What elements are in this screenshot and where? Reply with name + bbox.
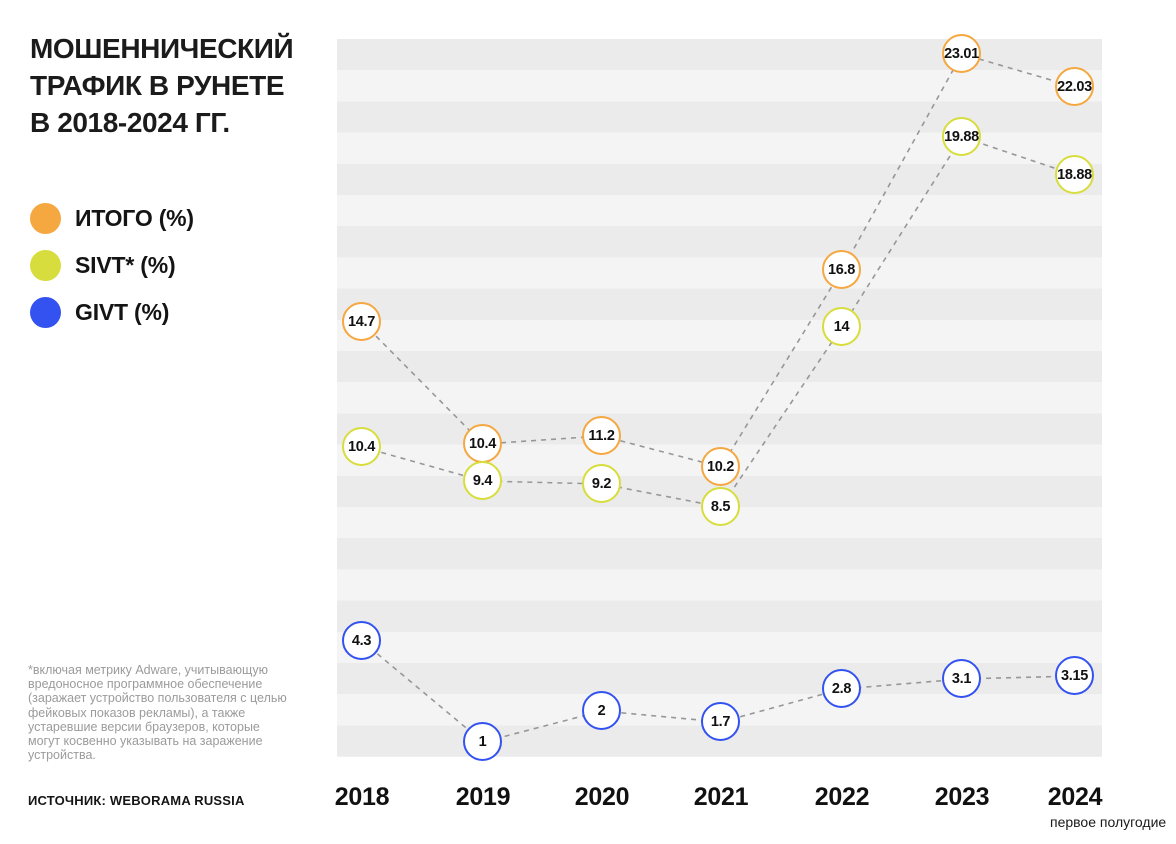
chart-title: МОШЕННИЧЕСКИЙ ТРАФИК В РУНЕТЕ В 2018-202… bbox=[30, 30, 294, 141]
data-point: 1.7 bbox=[701, 702, 740, 741]
x-axis-label: 2023 bbox=[934, 783, 990, 811]
chart-title-line: МОШЕННИЧЕСКИЙ bbox=[30, 33, 294, 64]
data-point: 8.5 bbox=[701, 487, 740, 526]
data-point: 22.03 bbox=[1055, 67, 1094, 106]
data-point: 3.1 bbox=[942, 659, 981, 698]
source-note: ИСТОЧНИК: WEBORAMA RUSSIA bbox=[28, 793, 245, 808]
legend-item-label: ИТОГО (%) bbox=[75, 205, 194, 231]
x-axis-label: 2024 bbox=[1047, 783, 1103, 811]
x-axis-label: 2021 bbox=[693, 783, 749, 811]
legend-item-sivt: SIVT* (%) bbox=[30, 250, 194, 281]
data-point: 9.4 bbox=[463, 461, 502, 500]
legend-dot-givt bbox=[30, 297, 61, 328]
data-point: 10.4 bbox=[342, 427, 381, 466]
legend-item-itogo: ИТОГО (%) bbox=[30, 203, 194, 234]
data-point: 9.2 bbox=[582, 464, 621, 503]
data-point: 10.2 bbox=[701, 447, 740, 486]
data-point: 2 bbox=[582, 691, 621, 730]
data-point: 11.2 bbox=[582, 416, 621, 455]
x-axis-note: первое полугодие bbox=[1050, 814, 1167, 830]
data-point: 19.88 bbox=[942, 117, 981, 156]
data-point: 10.4 bbox=[463, 424, 502, 463]
legend: ИТОГО (%) SIVT* (%) GIVT (%) bbox=[30, 203, 194, 344]
legend-item-label: SIVT* (%) bbox=[75, 252, 176, 278]
x-axis-label: 2020 bbox=[574, 783, 630, 811]
x-axis-label: 2019 bbox=[455, 783, 511, 811]
legend-item-givt: GIVT (%) bbox=[30, 297, 194, 328]
plot-area: 14.7 10.4 11.2 10.2 16.8 23.01 22.03 10.4 9.4 9.2… bbox=[337, 34, 1102, 761]
x-axis-label: 2018 bbox=[334, 783, 390, 811]
data-point: 3.15 bbox=[1055, 656, 1094, 695]
legend-dot-itogo bbox=[30, 203, 61, 234]
data-point: 14.7 bbox=[342, 302, 381, 341]
data-point: 4.3 bbox=[342, 621, 381, 660]
data-point: 23.01 bbox=[942, 34, 981, 73]
x-axis-label: 2022 bbox=[814, 783, 870, 811]
data-point: 2.8 bbox=[822, 669, 861, 708]
series-line bbox=[361, 53, 1076, 468]
data-point: 18.88 bbox=[1055, 155, 1094, 194]
x-axis: первое полугодие 2018 2019 2020 2021 2022 202… bbox=[0, 783, 1176, 843]
footnote-text: *включая метрику Adware, учитывающую вре… bbox=[28, 663, 287, 763]
legend-item-label: GIVT (%) bbox=[75, 299, 170, 325]
series-lines bbox=[361, 53, 1076, 743]
data-point: 1 bbox=[463, 722, 502, 761]
chart-title-line: ТРАФИК В РУНЕТЕ bbox=[30, 70, 285, 101]
legend-dot-sivt bbox=[30, 250, 61, 281]
data-point: 14 bbox=[822, 307, 861, 346]
data-point: 16.8 bbox=[822, 250, 861, 289]
chart-title-line: В 2018-2024 ГГ. bbox=[30, 107, 230, 138]
